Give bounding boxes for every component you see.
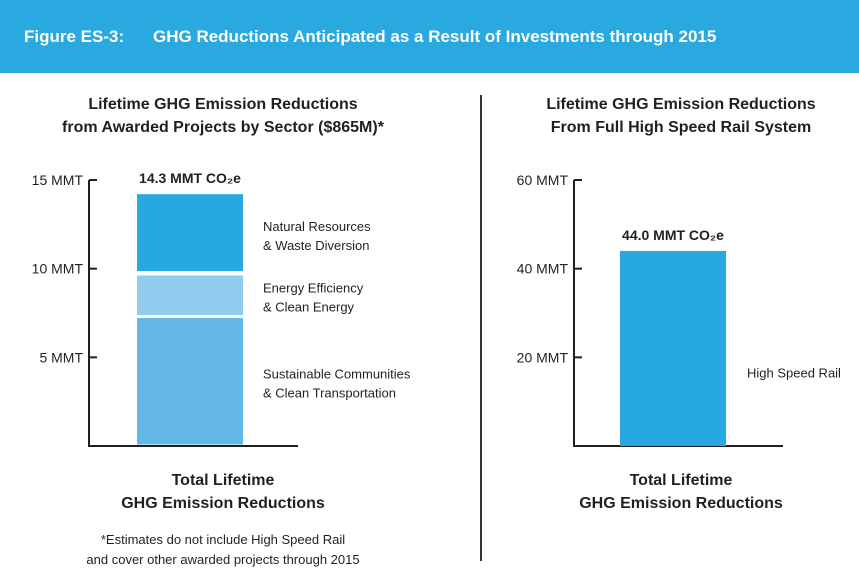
right-total-value-label: 44.0 MMT CO₂e [622,227,724,243]
left-segment-label: & Clean Energy [263,299,355,314]
right-total-label-line1: Total Lifetime [629,472,733,489]
right-bar-segment [620,250,726,446]
left-chart-title-line2: from Awarded Projects by Sector ($865M)* [62,119,384,136]
right-total-label-line2: GHG Emission Reductions [579,495,783,512]
figure-title: GHG Reductions Anticipated as a Result o… [153,27,717,46]
left-bar-segment [137,194,243,271]
left-segment-label: Natural Resources [263,219,371,234]
right-y-tick-label: 40 MMT [517,261,569,277]
left-segment-label: Energy Efficiency [263,280,364,295]
left-y-tick-label: 5 MMT [39,349,83,365]
left-y-tick-label: 10 MMT [32,261,84,277]
left-bar-segment [137,275,243,316]
right-y-tick-label: 20 MMT [517,349,569,365]
right-chart-title-line1: Lifetime GHG Emission Reductions [546,96,816,113]
left-chart-title-line1: Lifetime GHG Emission Reductions [88,96,358,113]
left-segment-label: Sustainable Communities [263,366,411,381]
right-y-tick-label: 60 MMT [517,172,569,188]
left-y-tick-label: 15 MMT [32,172,84,188]
left-segment-label: & Clean Transportation [263,385,396,400]
left-segment-label: & Waste Diversion [263,238,369,253]
footnote-line2: and cover other awarded projects through… [86,552,360,567]
figure-label: Figure ES-3: [24,27,125,46]
right-chart-title-line2: From Full High Speed Rail System [550,119,812,136]
left-total-label-line1: Total Lifetime [171,472,275,489]
left-bar-segment [137,318,243,445]
footnote-line1: *Estimates do not include High Speed Rai… [100,532,346,547]
panel-divider [480,95,482,561]
right-segment-label: High Speed Rail [747,366,841,381]
figure-header: Figure ES-3: GHG Reductions Anticipated … [0,0,859,73]
left-total-label-line2: GHG Emission Reductions [121,495,325,512]
left-total-value-label: 14.3 MMT CO₂e [139,170,241,186]
